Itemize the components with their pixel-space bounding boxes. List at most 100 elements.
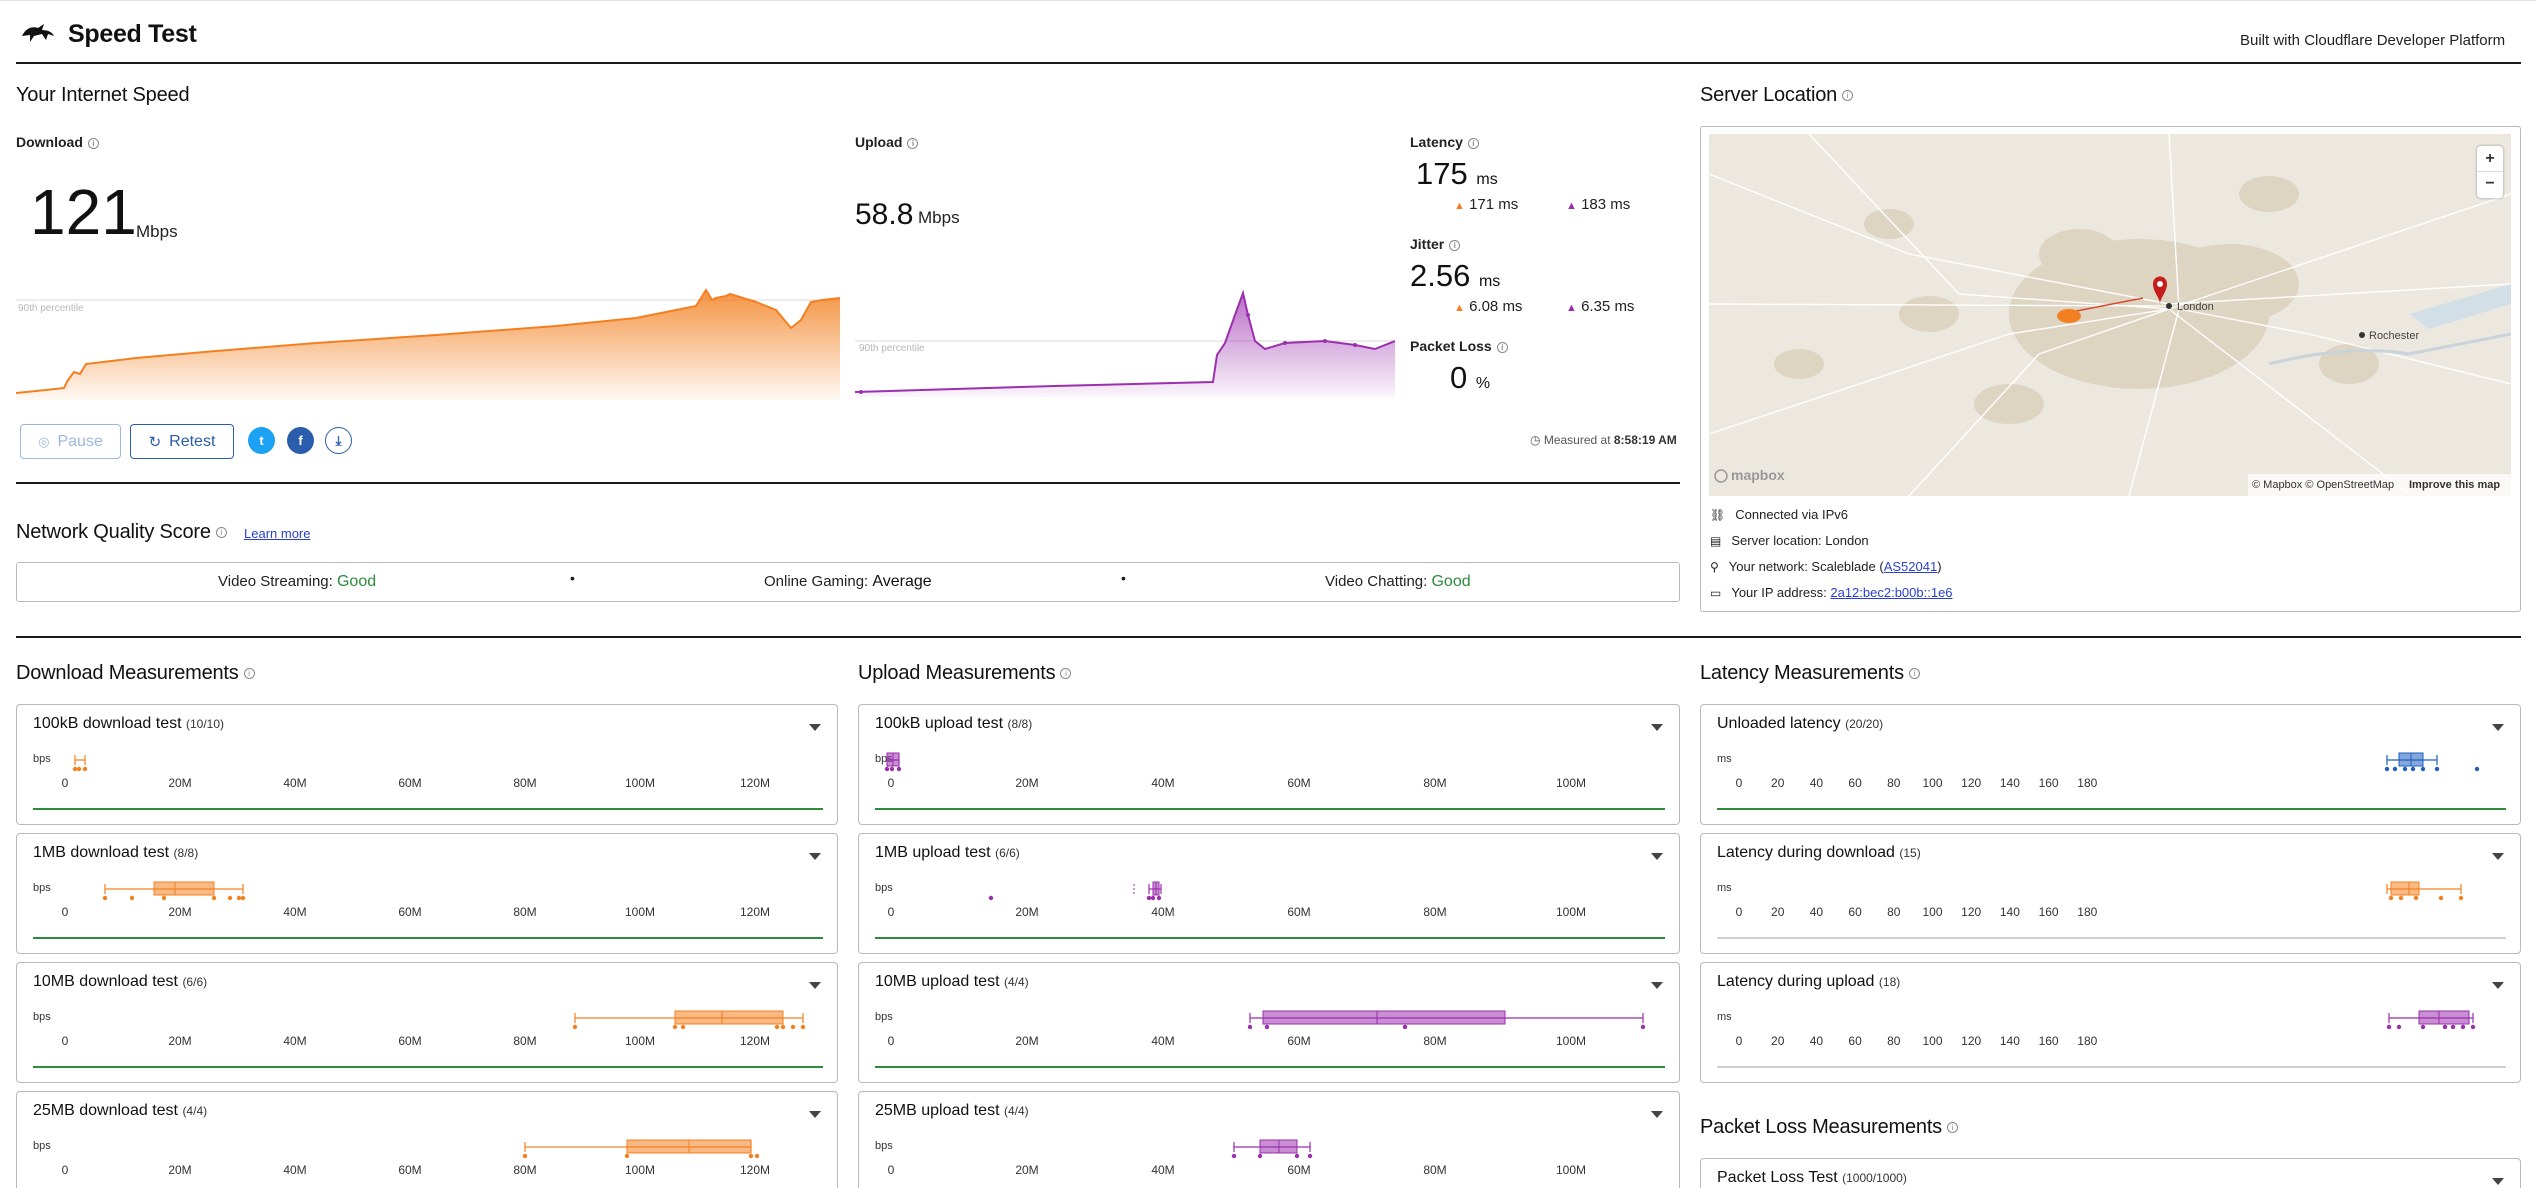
- axis-tick-label: 20M: [168, 1034, 191, 1048]
- chevron-down-icon[interactable]: [1651, 853, 1663, 860]
- download-test-card[interactable]: 100kB download test (10/10) bps 0 20M 40M 60…: [16, 704, 838, 825]
- info-icon[interactable]: i: [243, 668, 255, 680]
- info-icon[interactable]: i: [1496, 341, 1508, 353]
- server-map[interactable]: London Rochester mapbox © Mapbox © OpenS…: [1709, 134, 2511, 496]
- chevron-down-icon[interactable]: [809, 853, 821, 860]
- built-with-text[interactable]: Built with Cloudflare Developer Platform: [2240, 32, 2506, 49]
- sample-point: [161, 895, 167, 901]
- upload-test-card[interactable]: 25MB upload test (4/4) bps 0 20M 40M 60M 80M 1…: [858, 1091, 1680, 1188]
- sample-point: [1402, 1024, 1408, 1030]
- sample-point: [1156, 895, 1162, 901]
- latency-test-card[interactable]: Latency during download (15) ms 0 20 40 60 80…: [1700, 833, 2521, 954]
- ip-link[interactable]: 2a12:bec2:b00b::1e6: [1830, 585, 1953, 600]
- info-icon[interactable]: i: [215, 527, 227, 539]
- sample-point: [1146, 895, 1152, 901]
- upload-test-card[interactable]: 1MB upload test (6/6) bps 0 20M 40M 60M 80M 10…: [858, 833, 1680, 954]
- axis-tick-label: 100M: [625, 776, 655, 790]
- chevron-down-icon[interactable]: [2492, 1178, 2504, 1185]
- axis-tick-label: 100M: [1556, 905, 1586, 919]
- axis-tick-label: 80M: [513, 1163, 536, 1177]
- sample-point: [102, 895, 108, 901]
- card-title: 25MB upload test (4/4): [875, 1102, 1029, 1119]
- axis-tick-label: 0: [888, 776, 895, 790]
- sample-point: [774, 1024, 780, 1030]
- zoom-in-button[interactable]: +: [2477, 146, 2503, 172]
- nqs-separator: •: [1121, 570, 1126, 586]
- server-icon: ▤: [1710, 533, 1722, 548]
- facebook-share-icon[interactable]: f: [287, 427, 314, 454]
- twitter-share-icon[interactable]: t: [248, 427, 275, 454]
- download-test-card[interactable]: 25MB download test (4/4) bps 0 20M 40M 60M 80…: [16, 1091, 838, 1188]
- zoom-out-button[interactable]: −: [2485, 175, 2495, 192]
- sample-point: [2396, 1024, 2402, 1030]
- packet-loss-test-card[interactable]: Packet Loss Test (1000/1000): [1700, 1158, 2521, 1188]
- axis-tick-label: 40M: [1151, 1163, 1174, 1177]
- info-icon[interactable]: i: [1060, 668, 1072, 680]
- box-plot: bps 0 20M 40M 60M 80M 100M 120M: [33, 753, 823, 810]
- axis-tick-label: 40: [1810, 776, 1824, 790]
- info-icon[interactable]: i: [1908, 668, 1920, 680]
- axis-unit: bps: [33, 1011, 51, 1023]
- axis-tick-label: 100M: [1556, 1034, 1586, 1048]
- axis-tick-label: 60M: [398, 905, 421, 919]
- upload-speed-chart: 90th percentile: [855, 289, 1395, 397]
- latency-test-card[interactable]: Unloaded latency (20/20) ms 0 20 40 60 80 100 1…: [1700, 704, 2521, 825]
- chevron-down-icon[interactable]: [809, 724, 821, 731]
- info-icon[interactable]: i: [1449, 239, 1461, 251]
- axis-tick-label: 80M: [1423, 776, 1446, 790]
- asn-link[interactable]: AS52041: [1883, 559, 1938, 574]
- axis-tick-label: 140: [2000, 776, 2020, 790]
- nqs-video-streaming: Video Streaming: Good: [218, 573, 377, 590]
- axis-tick-label: 120M: [740, 1034, 770, 1048]
- latency-value: 175 ms: [1416, 156, 1498, 191]
- download-latency-icon: ▲: [1454, 200, 1465, 212]
- sample-point: [672, 1024, 678, 1030]
- iqr-box: [153, 881, 215, 896]
- chevron-down-icon[interactable]: [2492, 853, 2504, 860]
- latency-test-card[interactable]: Latency during upload (18) ms 0 20 40 60 80 10…: [1700, 962, 2521, 1083]
- chevron-down-icon[interactable]: [2492, 724, 2504, 731]
- sample-point: [2460, 1024, 2466, 1030]
- axis-tick-label: 40M: [1151, 905, 1174, 919]
- axis-tick-label: 120M: [740, 776, 770, 790]
- chevron-down-icon[interactable]: [1651, 982, 1663, 989]
- download-test-card[interactable]: 10MB download test (6/6) bps 0 20M 40M 60M 80…: [16, 962, 838, 1083]
- info-icon[interactable]: i: [87, 137, 99, 149]
- box-plot: bps 0 20M 40M 60M 80M 100M 120M: [33, 881, 823, 939]
- axis-unit: ms: [1717, 882, 1732, 894]
- axis-tick-label: 120M: [740, 905, 770, 919]
- info-icon[interactable]: i: [1467, 137, 1479, 149]
- download-jitter-icon: ▲: [1454, 302, 1465, 314]
- info-icon[interactable]: i: [1842, 90, 1854, 102]
- pause-button[interactable]: ◎ Pause: [20, 424, 121, 459]
- jitter-down: ▲ 6.08 ms: [1454, 298, 1523, 315]
- download-value: 121: [30, 176, 137, 248]
- chevron-down-icon[interactable]: [1651, 724, 1663, 731]
- sample-point: [2398, 895, 2404, 901]
- iqr-box: [2418, 1010, 2470, 1025]
- learn-more-link[interactable]: Learn more: [244, 526, 311, 541]
- axis-unit: ms: [1717, 1011, 1732, 1023]
- axis-tick-label: 100M: [625, 1163, 655, 1177]
- download-test-card[interactable]: 1MB download test (8/8) bps 0 20M 40M 60M 80M…: [16, 833, 838, 954]
- info-icon[interactable]: i: [907, 137, 919, 149]
- chevron-down-icon[interactable]: [1651, 1111, 1663, 1118]
- map-zoom-controls: + −: [2477, 146, 2503, 198]
- sample-point: [211, 895, 217, 901]
- chevron-down-icon[interactable]: [809, 1111, 821, 1118]
- nqs-title: Network Quality Score i: [16, 521, 227, 544]
- chevron-down-icon[interactable]: [809, 982, 821, 989]
- nqs-video-chatting: Video Chatting: Good: [1325, 573, 1471, 590]
- sample-point: [2420, 766, 2426, 772]
- chevron-down-icon[interactable]: [2492, 982, 2504, 989]
- upload-test-card[interactable]: 100kB upload test (8/8) bps 0 20M 40M 60M 80M…: [858, 704, 1680, 825]
- axis-tick-label: 20M: [1015, 905, 1038, 919]
- download-results-icon[interactable]: ⤓: [325, 427, 352, 454]
- info-icon[interactable]: i: [1946, 1122, 1958, 1134]
- upload-test-card[interactable]: 10MB upload test (4/4) bps 0 20M 40M 60M 80M 1…: [858, 962, 1680, 1083]
- map-attribution: © Mapbox © OpenStreetMap: [2252, 479, 2394, 491]
- sample-point: [2438, 895, 2444, 901]
- axis-tick-label: 40M: [1151, 1034, 1174, 1048]
- retest-button[interactable]: ↻ Retest: [130, 424, 234, 459]
- upload-percentile-label: 90th percentile: [859, 343, 925, 354]
